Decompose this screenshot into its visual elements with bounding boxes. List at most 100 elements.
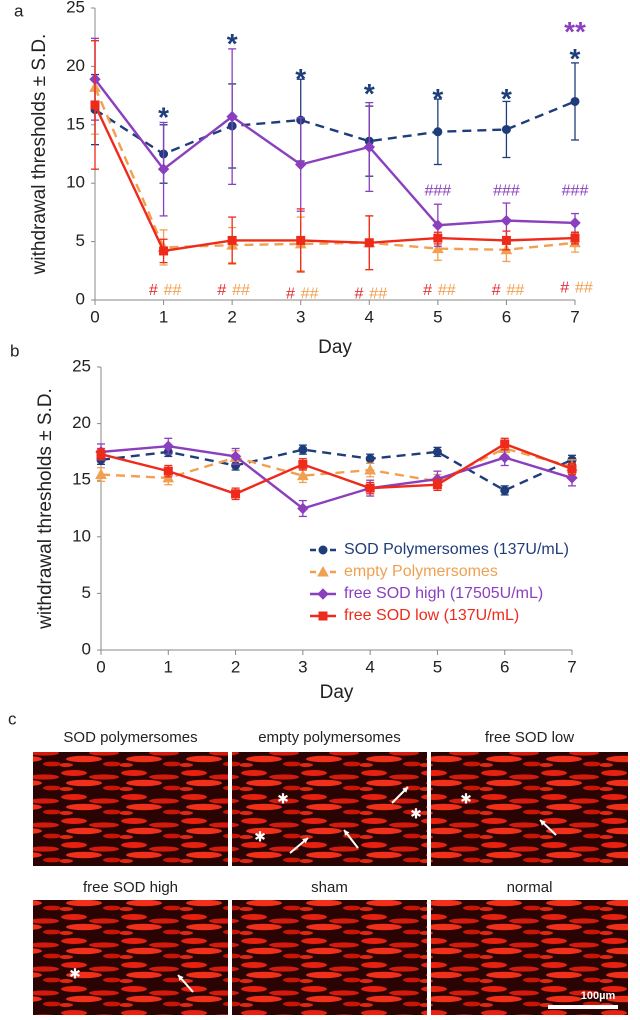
- y-tick-label: 20: [72, 413, 91, 432]
- annotation: ###: [425, 183, 452, 200]
- data-point: [432, 242, 444, 254]
- x-tick-label: 2: [231, 657, 240, 676]
- annotation: #: [560, 280, 569, 297]
- annotation: ###: [562, 183, 589, 200]
- y-tick-label: 25: [66, 0, 85, 16]
- arrow-head: [402, 787, 408, 793]
- scale-bar-label: 100µm: [581, 990, 616, 1002]
- y-tick-label: 0: [82, 639, 91, 658]
- x-tick-label: 4: [365, 657, 374, 676]
- series-line: [100, 445, 573, 510]
- annotation: *: [432, 83, 443, 114]
- y-tick-label: 25: [72, 356, 91, 375]
- data-point: [295, 158, 307, 171]
- star-marker: ✱: [277, 791, 289, 807]
- annotation: *: [501, 83, 512, 114]
- legend-label: empty Polymersomes: [344, 563, 498, 580]
- annotation: ##: [164, 282, 182, 299]
- series-line: [94, 100, 576, 156]
- scale-bar: [548, 1005, 618, 1009]
- micrograph: [232, 900, 427, 1015]
- annotation: #: [423, 282, 432, 299]
- y-tick-label: 5: [76, 231, 85, 250]
- x-tick-label: 3: [296, 307, 305, 326]
- x-tick-label: 0: [96, 657, 105, 676]
- data-point: [432, 480, 442, 490]
- annotation: #: [149, 282, 158, 299]
- data-point: [298, 459, 308, 469]
- panel-label: c: [8, 709, 17, 728]
- data-point: [433, 233, 443, 243]
- micrograph: [431, 900, 628, 1015]
- data-point: [297, 469, 309, 481]
- y-tick-label: 0: [76, 289, 85, 308]
- data-point: [231, 489, 241, 499]
- x-tick-label: 4: [365, 307, 374, 326]
- x-tick-label: 2: [227, 307, 236, 326]
- micrograph-label: normal: [507, 879, 553, 896]
- data-point: [501, 235, 511, 245]
- data-point: [567, 464, 577, 474]
- data-point: [364, 463, 376, 475]
- annotation: *: [364, 78, 375, 109]
- micrograph-label: free SOD low: [485, 729, 574, 746]
- data-point: [501, 124, 511, 134]
- star-marker: ✱: [410, 806, 422, 822]
- x-tick-label: 6: [502, 307, 511, 326]
- micrograph-label: empty polymersomes: [258, 729, 401, 746]
- x-tick-label: 1: [159, 307, 168, 326]
- annotation: *: [570, 43, 581, 74]
- y-tick-label: 15: [72, 470, 91, 489]
- data-point: [226, 110, 238, 123]
- legend-marker: [317, 588, 329, 600]
- annotation: ##: [369, 285, 387, 302]
- y-tick-label: 20: [66, 56, 85, 75]
- data-point: [365, 483, 375, 493]
- data-point: [500, 214, 513, 227]
- micrograph-label: sham: [311, 879, 348, 896]
- data-point: [363, 141, 375, 153]
- annotation: ##: [575, 280, 593, 297]
- data-point: [500, 485, 510, 495]
- star-marker: ✱: [69, 966, 81, 982]
- x-tick-label: 5: [433, 657, 442, 676]
- annotation: ##: [438, 282, 456, 299]
- annotation: ##: [232, 282, 250, 299]
- data-point: [566, 472, 578, 484]
- y-axis-title: withdrawal thresholds ± S.D.: [35, 388, 56, 630]
- y-tick-label: 15: [66, 114, 85, 133]
- annotation: #: [355, 285, 364, 302]
- y-tick-label: 10: [72, 526, 91, 545]
- micrograph: [431, 752, 628, 866]
- micrograph-label: SOD polymersomes: [63, 729, 197, 746]
- arrow-head: [302, 838, 308, 844]
- data-point: [297, 502, 309, 515]
- x-tick-label: 5: [433, 307, 442, 326]
- legend-label: SOD Polymersomes (137U/mL): [344, 541, 569, 558]
- star-marker: ✱: [460, 791, 472, 807]
- annotation: *: [227, 28, 238, 59]
- data-point: [163, 466, 173, 476]
- data-point: [432, 219, 444, 231]
- data-point: [570, 96, 580, 106]
- annotation: #: [217, 282, 226, 299]
- micrograph-label: free SOD high: [83, 879, 178, 896]
- data-point: [569, 217, 581, 229]
- data-point: [90, 100, 100, 110]
- data-point: [229, 450, 242, 463]
- data-point: [159, 246, 169, 256]
- x-axis-title: Day: [320, 682, 354, 703]
- arrow-head: [344, 830, 350, 836]
- data-point: [162, 440, 174, 452]
- data-point: [570, 233, 580, 243]
- panel-label: b: [10, 341, 19, 360]
- data-point: [500, 439, 510, 449]
- y-tick-label: 10: [66, 173, 85, 192]
- micrograph: [33, 752, 228, 866]
- series-line: [94, 78, 576, 227]
- annotation: ##: [506, 282, 524, 299]
- annotation: *: [295, 63, 306, 94]
- data-point: [432, 447, 442, 457]
- series-line: [93, 86, 576, 251]
